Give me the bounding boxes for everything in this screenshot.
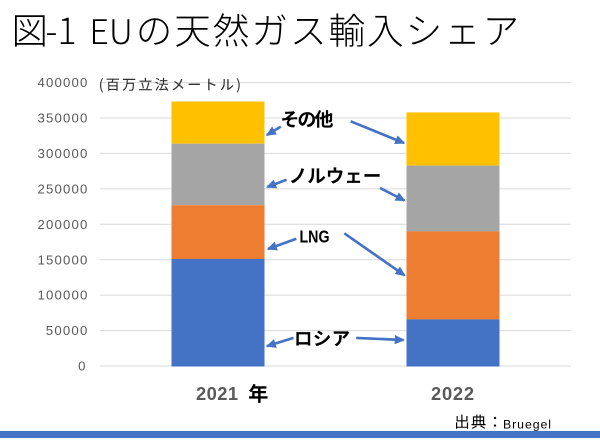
svg-text:2022: 2022: [431, 383, 474, 404]
svg-text:400000: 400000: [38, 75, 88, 90]
svg-text:250000: 250000: [38, 182, 88, 197]
svg-text:Bruegel: Bruegel: [503, 418, 551, 432]
svg-text:0: 0: [78, 359, 85, 374]
svg-text:150000: 150000: [38, 252, 88, 267]
svg-text:50000: 50000: [46, 323, 88, 338]
svg-text:100000: 100000: [38, 288, 88, 303]
svg-text:200000: 200000: [38, 217, 88, 232]
svg-text:300000: 300000: [38, 146, 88, 161]
svg-text:2021: 2021: [196, 383, 238, 404]
svg-text:LNG: LNG: [300, 227, 330, 247]
svg-text:350000: 350000: [38, 111, 88, 126]
